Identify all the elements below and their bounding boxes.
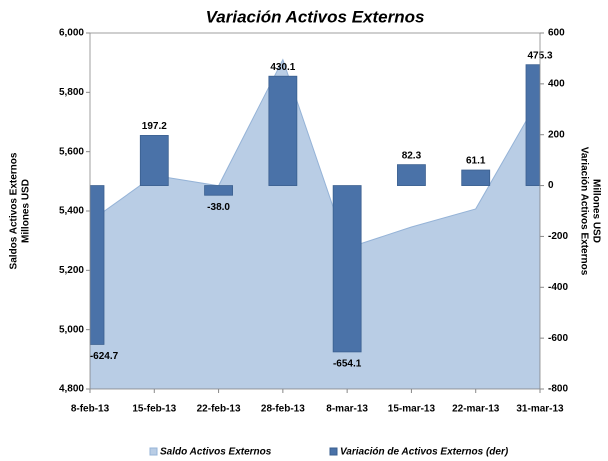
bar: [90, 185, 105, 345]
bar: [461, 169, 491, 186]
x-tick-label: 22-mar-13: [452, 404, 500, 415]
bar: [397, 164, 426, 186]
plot-area: [90, 58, 540, 389]
legend-swatch: [149, 447, 158, 456]
y-axis-label: Saldos Activos Externos: [9, 152, 20, 269]
bar: [332, 185, 362, 353]
y2-tick-label: 600: [548, 28, 565, 39]
y2-tick-label: 0: [548, 180, 554, 191]
y-tick-label: 5,600: [59, 146, 84, 157]
bar: [204, 185, 233, 196]
y2-tick-label: -800: [548, 384, 568, 395]
x-tick-label: 15-feb-13: [132, 404, 176, 415]
y-tick-label: 6,000: [59, 28, 84, 39]
x-tick-label: 15-mar-13: [388, 404, 436, 415]
y2-tick-label: 200: [548, 129, 565, 140]
data-label: 197.2: [142, 121, 167, 132]
area: [90, 58, 540, 389]
bar: [525, 64, 540, 186]
data-label: 61.1: [466, 156, 486, 167]
data-label: -38.0: [207, 202, 230, 213]
y2-tick-label: -200: [548, 231, 568, 242]
y-tick-label: 4,800: [59, 384, 84, 395]
legend-label: Saldo Activos Externos: [160, 447, 272, 458]
x-tick-label: 22-feb-13: [197, 404, 241, 415]
y2-axis-label: Variación Activos Externos: [578, 147, 589, 276]
bar: [268, 75, 298, 186]
data-label: 430.1: [270, 62, 295, 73]
y2-tick-label: -600: [548, 333, 568, 344]
chart-title: Variación Activos Externos: [206, 7, 425, 26]
bar: [139, 135, 169, 186]
y2-tick-label: 400: [548, 78, 565, 89]
data-label: -624.7: [90, 351, 119, 362]
x-tick-label: 8-feb-13: [71, 404, 110, 415]
legend-swatch: [329, 447, 338, 456]
y-tick-label: 5,400: [59, 206, 84, 217]
data-label: -654.1: [333, 359, 362, 370]
x-tick-label: 28-feb-13: [261, 404, 305, 415]
legend-label: Variación de Activos Externos (der): [340, 447, 509, 458]
y2-tick-label: -400: [548, 282, 568, 293]
y-tick-label: 5,000: [59, 324, 84, 335]
x-tick-label: 31-mar-13: [516, 404, 564, 415]
y2-axis-label: Millones USD: [590, 179, 601, 243]
data-label: 82.3: [402, 150, 422, 161]
y-tick-label: 5,200: [59, 265, 84, 276]
x-tick-label: 8-mar-13: [326, 404, 368, 415]
y-axis-label: Millones USD: [21, 179, 32, 243]
y-tick-label: 5,800: [59, 87, 84, 98]
